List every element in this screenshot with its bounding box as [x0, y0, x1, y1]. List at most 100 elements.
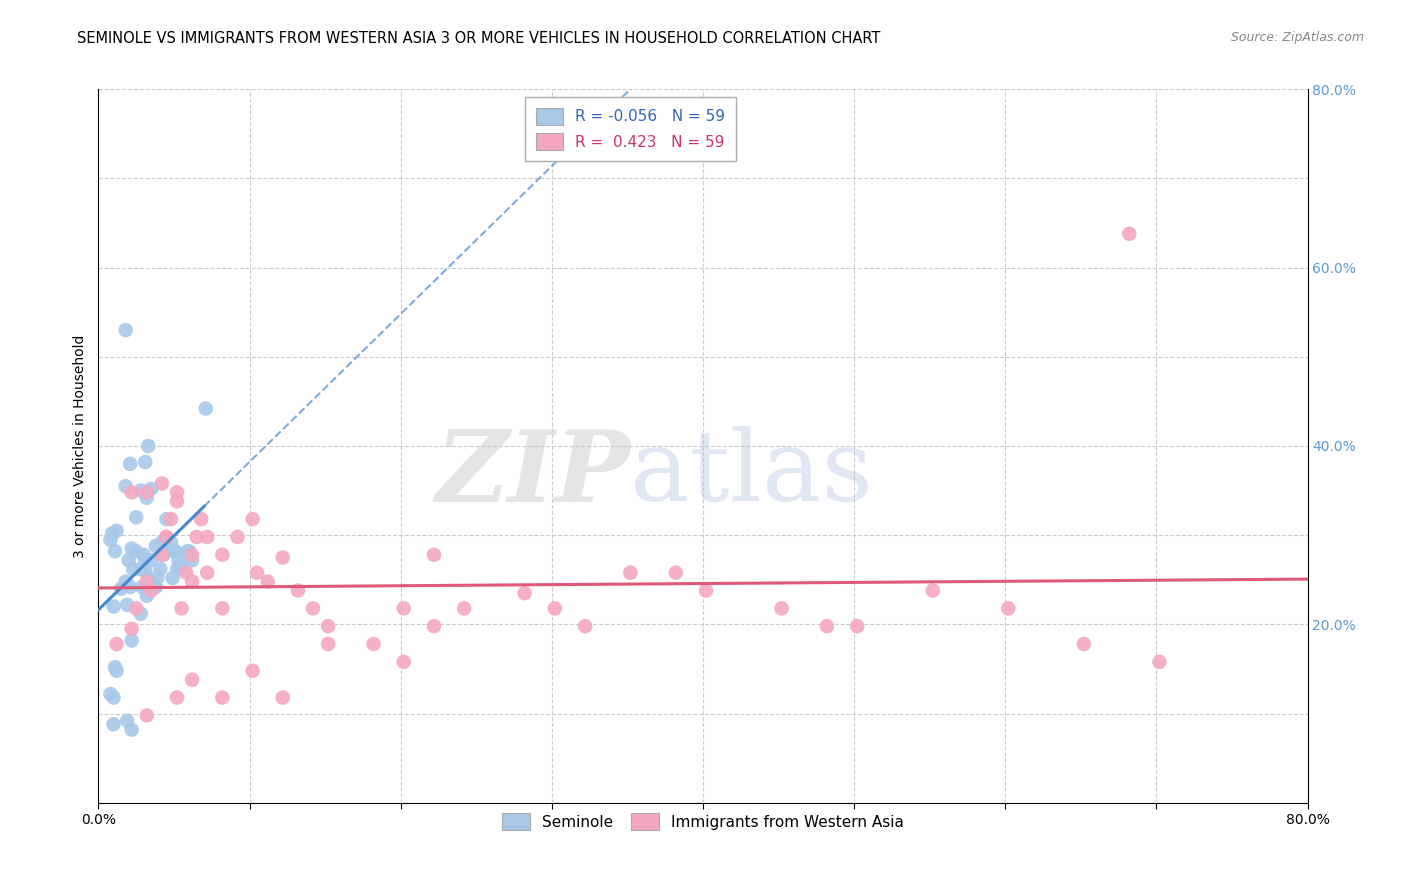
- Point: [160, 512, 183, 526]
- Point: [115, 598, 138, 612]
- Point: [181, 548, 204, 562]
- Point: [166, 690, 188, 705]
- Point: [150, 535, 173, 549]
- Point: [453, 601, 475, 615]
- Point: [150, 476, 173, 491]
- Point: [129, 607, 152, 621]
- Point: [103, 599, 125, 614]
- Point: [174, 566, 197, 580]
- Point: [226, 530, 249, 544]
- Point: [132, 548, 155, 562]
- Point: [997, 601, 1019, 615]
- Point: [103, 717, 125, 731]
- Point: [242, 512, 264, 526]
- Point: [145, 539, 167, 553]
- Point: [160, 535, 183, 549]
- Point: [100, 687, 122, 701]
- Legend: Seminole, Immigrants from Western Asia: Seminole, Immigrants from Western Asia: [495, 805, 911, 838]
- Point: [770, 601, 793, 615]
- Point: [181, 574, 204, 589]
- Point: [167, 553, 190, 567]
- Point: [256, 574, 278, 589]
- Text: ZIP: ZIP: [436, 426, 630, 523]
- Point: [134, 553, 156, 567]
- Point: [143, 580, 166, 594]
- Point: [120, 580, 142, 594]
- Point: [125, 601, 148, 615]
- Point: [125, 544, 148, 558]
- Point: [153, 535, 176, 549]
- Point: [115, 714, 138, 728]
- Point: [162, 571, 184, 585]
- Point: [163, 544, 186, 558]
- Point: [165, 544, 187, 558]
- Point: [423, 548, 446, 562]
- Point: [120, 457, 142, 471]
- Point: [316, 619, 339, 633]
- Point: [134, 455, 156, 469]
- Point: [155, 512, 177, 526]
- Point: [194, 401, 217, 416]
- Point: [186, 530, 208, 544]
- Point: [574, 619, 596, 633]
- Y-axis label: 3 or more Vehicles in Household: 3 or more Vehicles in Household: [73, 334, 87, 558]
- Point: [121, 622, 143, 636]
- Point: [114, 479, 136, 493]
- Point: [100, 533, 122, 547]
- Point: [141, 482, 163, 496]
- Point: [122, 562, 145, 576]
- Point: [846, 619, 869, 633]
- Text: SEMINOLE VS IMMIGRANTS FROM WESTERN ASIA 3 OR MORE VEHICLES IN HOUSEHOLD CORRELA: SEMINOLE VS IMMIGRANTS FROM WESTERN ASIA…: [77, 31, 880, 46]
- Point: [135, 589, 157, 603]
- Point: [287, 583, 309, 598]
- Point: [665, 566, 688, 580]
- Point: [179, 544, 201, 558]
- Point: [155, 530, 177, 544]
- Point: [211, 690, 233, 705]
- Point: [170, 601, 193, 615]
- Point: [121, 633, 143, 648]
- Point: [316, 637, 339, 651]
- Point: [125, 510, 148, 524]
- Point: [110, 582, 132, 596]
- Point: [190, 512, 212, 526]
- Point: [363, 637, 385, 651]
- Point: [131, 580, 153, 594]
- Point: [513, 586, 536, 600]
- Point: [921, 583, 943, 598]
- Point: [105, 637, 128, 651]
- Point: [114, 574, 136, 589]
- Point: [136, 571, 159, 585]
- Point: [101, 526, 124, 541]
- Point: [105, 664, 128, 678]
- Point: [103, 690, 125, 705]
- Point: [271, 550, 294, 565]
- Point: [141, 553, 163, 567]
- Point: [136, 439, 159, 453]
- Point: [1149, 655, 1171, 669]
- Point: [815, 619, 838, 633]
- Point: [619, 566, 641, 580]
- Point: [1118, 227, 1140, 241]
- Text: Source: ZipAtlas.com: Source: ZipAtlas.com: [1230, 31, 1364, 45]
- Point: [118, 553, 141, 567]
- Point: [155, 530, 177, 544]
- Point: [129, 483, 152, 498]
- Point: [544, 601, 567, 615]
- Point: [114, 323, 136, 337]
- Point: [169, 559, 191, 574]
- Point: [302, 601, 325, 615]
- Point: [141, 583, 163, 598]
- Point: [105, 524, 128, 538]
- Point: [121, 541, 143, 556]
- Point: [195, 566, 218, 580]
- Text: atlas: atlas: [630, 426, 873, 523]
- Point: [695, 583, 717, 598]
- Point: [129, 562, 152, 576]
- Point: [152, 548, 174, 562]
- Point: [392, 601, 415, 615]
- Point: [166, 485, 188, 500]
- Point: [104, 660, 127, 674]
- Point: [121, 485, 143, 500]
- Point: [135, 485, 157, 500]
